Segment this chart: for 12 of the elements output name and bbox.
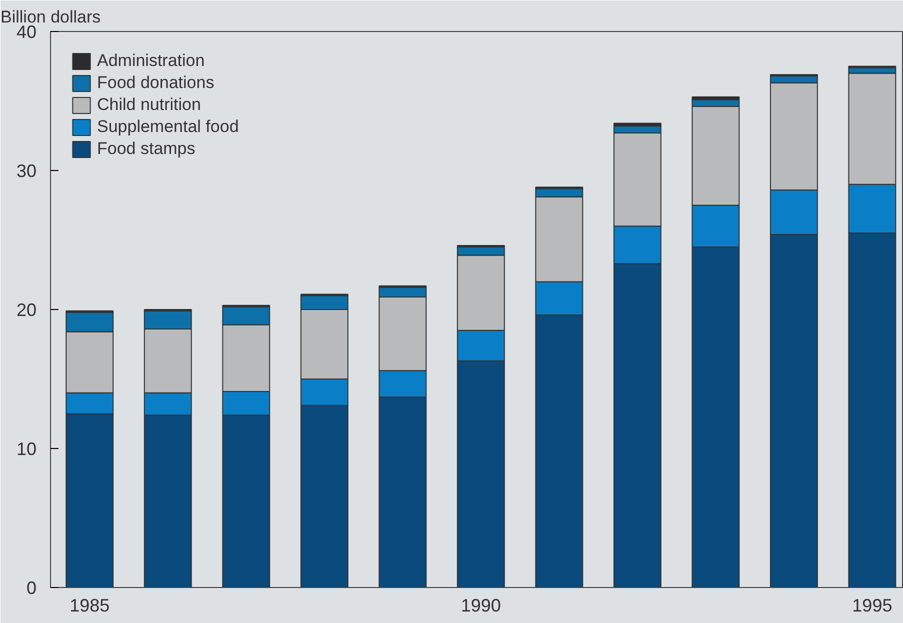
x-tick-label: 1985 — [70, 596, 110, 616]
y-tick-label: 0 — [26, 578, 37, 598]
legend-label: Food donations — [97, 73, 214, 93]
legend-label: Food stamps — [97, 139, 196, 159]
x-tick-label: 1990 — [460, 596, 501, 616]
y-tick-label: 30 — [16, 161, 37, 181]
y-tick-label: 20 — [16, 300, 37, 320]
legend-label: Supplemental food — [97, 117, 239, 137]
legend-label: Administration — [97, 51, 205, 71]
y-tick-label: 10 — [16, 439, 37, 459]
x-tick-label: 1995 — [852, 596, 892, 616]
legend-label: Child nutrition — [97, 95, 201, 115]
